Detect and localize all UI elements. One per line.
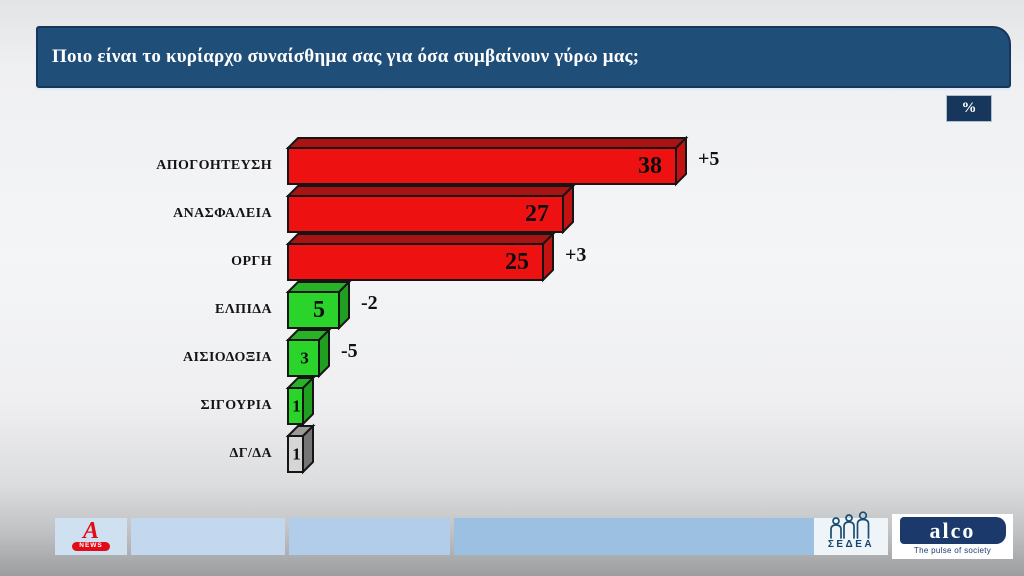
alpha-news-label: NEWS xyxy=(72,541,110,552)
category-label: ΟΡΓΗ xyxy=(231,254,272,269)
bar-3d: 25 xyxy=(285,231,556,283)
alpha-news-logo: A NEWS xyxy=(72,517,110,552)
delta-label: +5 xyxy=(698,148,720,170)
footer-strip-segment-3 xyxy=(289,518,450,555)
alco-logo: alco xyxy=(899,517,1006,544)
people-group-icon xyxy=(830,511,870,539)
alco-tagline: The pulse of society xyxy=(913,546,992,555)
category-label: ΑΠΟΓΟΗΤΕΥΣΗ xyxy=(156,158,272,173)
chart-row: ΟΡΓΗ 25 +3 xyxy=(0,231,1024,283)
question-text: Ποιο είναι το κυρίαρχο συναίσθημα σας γι… xyxy=(52,46,640,67)
chart-row: ΣΙΓΟΥΡΙΑ 1 xyxy=(0,375,1024,427)
chart-row: ΕΛΠΙΔΑ 5 -2 xyxy=(0,279,1024,331)
bar-value: 25 xyxy=(505,249,529,275)
chart-row: ΔΓ/ΔΑ 1 xyxy=(0,423,1024,475)
bar-3d: 27 xyxy=(285,183,576,235)
category-label: ΣΙΓΟΥΡΙΑ xyxy=(200,398,272,413)
bar-value: 38 xyxy=(638,153,662,179)
chart-row: ΑΝΑΣΦΑΛΕΙΑ 27 xyxy=(0,183,1024,235)
category-label: ΕΛΠΙΔΑ xyxy=(215,302,272,317)
percent-unit-badge: % xyxy=(946,95,992,122)
bar-value: 5 xyxy=(313,297,325,323)
category-label: ΔΓ/ΔΑ xyxy=(229,446,272,461)
chart-row: ΑΙΣΙΟΔΟΞΙΑ 3 -5 xyxy=(0,327,1024,379)
delta-label: -2 xyxy=(361,292,378,314)
bar-3d: 3 xyxy=(285,327,332,379)
bar-3d: 1 xyxy=(285,375,316,427)
sedea-label: ΣΕΔΕΑ xyxy=(827,539,875,550)
percent-unit-label: % xyxy=(961,100,977,116)
alpha-news-logo-box: A NEWS xyxy=(55,518,127,555)
alco-brand-text: alco xyxy=(929,517,976,543)
bar-3d: 38 xyxy=(285,135,689,187)
delta-label: -5 xyxy=(341,340,358,362)
bar-value: 3 xyxy=(300,349,309,368)
category-label: ΑΝΑΣΦΑΛΕΙΑ xyxy=(173,206,272,221)
footer-strip-segment-4 xyxy=(454,518,814,555)
bar-value: 1 xyxy=(292,445,301,464)
sedea-logo-box: ΣΕΔΕΑ xyxy=(814,511,888,555)
question-banner: Ποιο είναι το κυρίαρχο συναίσθημα σας γι… xyxy=(36,26,1011,88)
alpha-letter-icon: A xyxy=(82,517,99,544)
bar-value: 27 xyxy=(525,201,549,227)
bar-3d: 1 xyxy=(285,423,316,475)
delta-label: +3 xyxy=(565,244,587,266)
alco-logo-box: alco The pulse of society xyxy=(892,514,1013,559)
chart-row: ΑΠΟΓΟΗΤΕΥΣΗ 38 +5 xyxy=(0,135,1024,187)
bar-3d: 5 xyxy=(285,279,352,331)
bar-chart: ΑΠΟΓΟΗΤΕΥΣΗ 38 +5 ΑΝΑΣΦΑΛΕΙΑ 27 ΟΡΓΗ 25 +3 ΕΛΠΙΔ… xyxy=(0,135,1024,475)
footer-strip-segment-2 xyxy=(131,518,285,555)
bar-value: 1 xyxy=(292,397,301,416)
category-label: ΑΙΣΙΟΔΟΞΙΑ xyxy=(183,350,272,365)
